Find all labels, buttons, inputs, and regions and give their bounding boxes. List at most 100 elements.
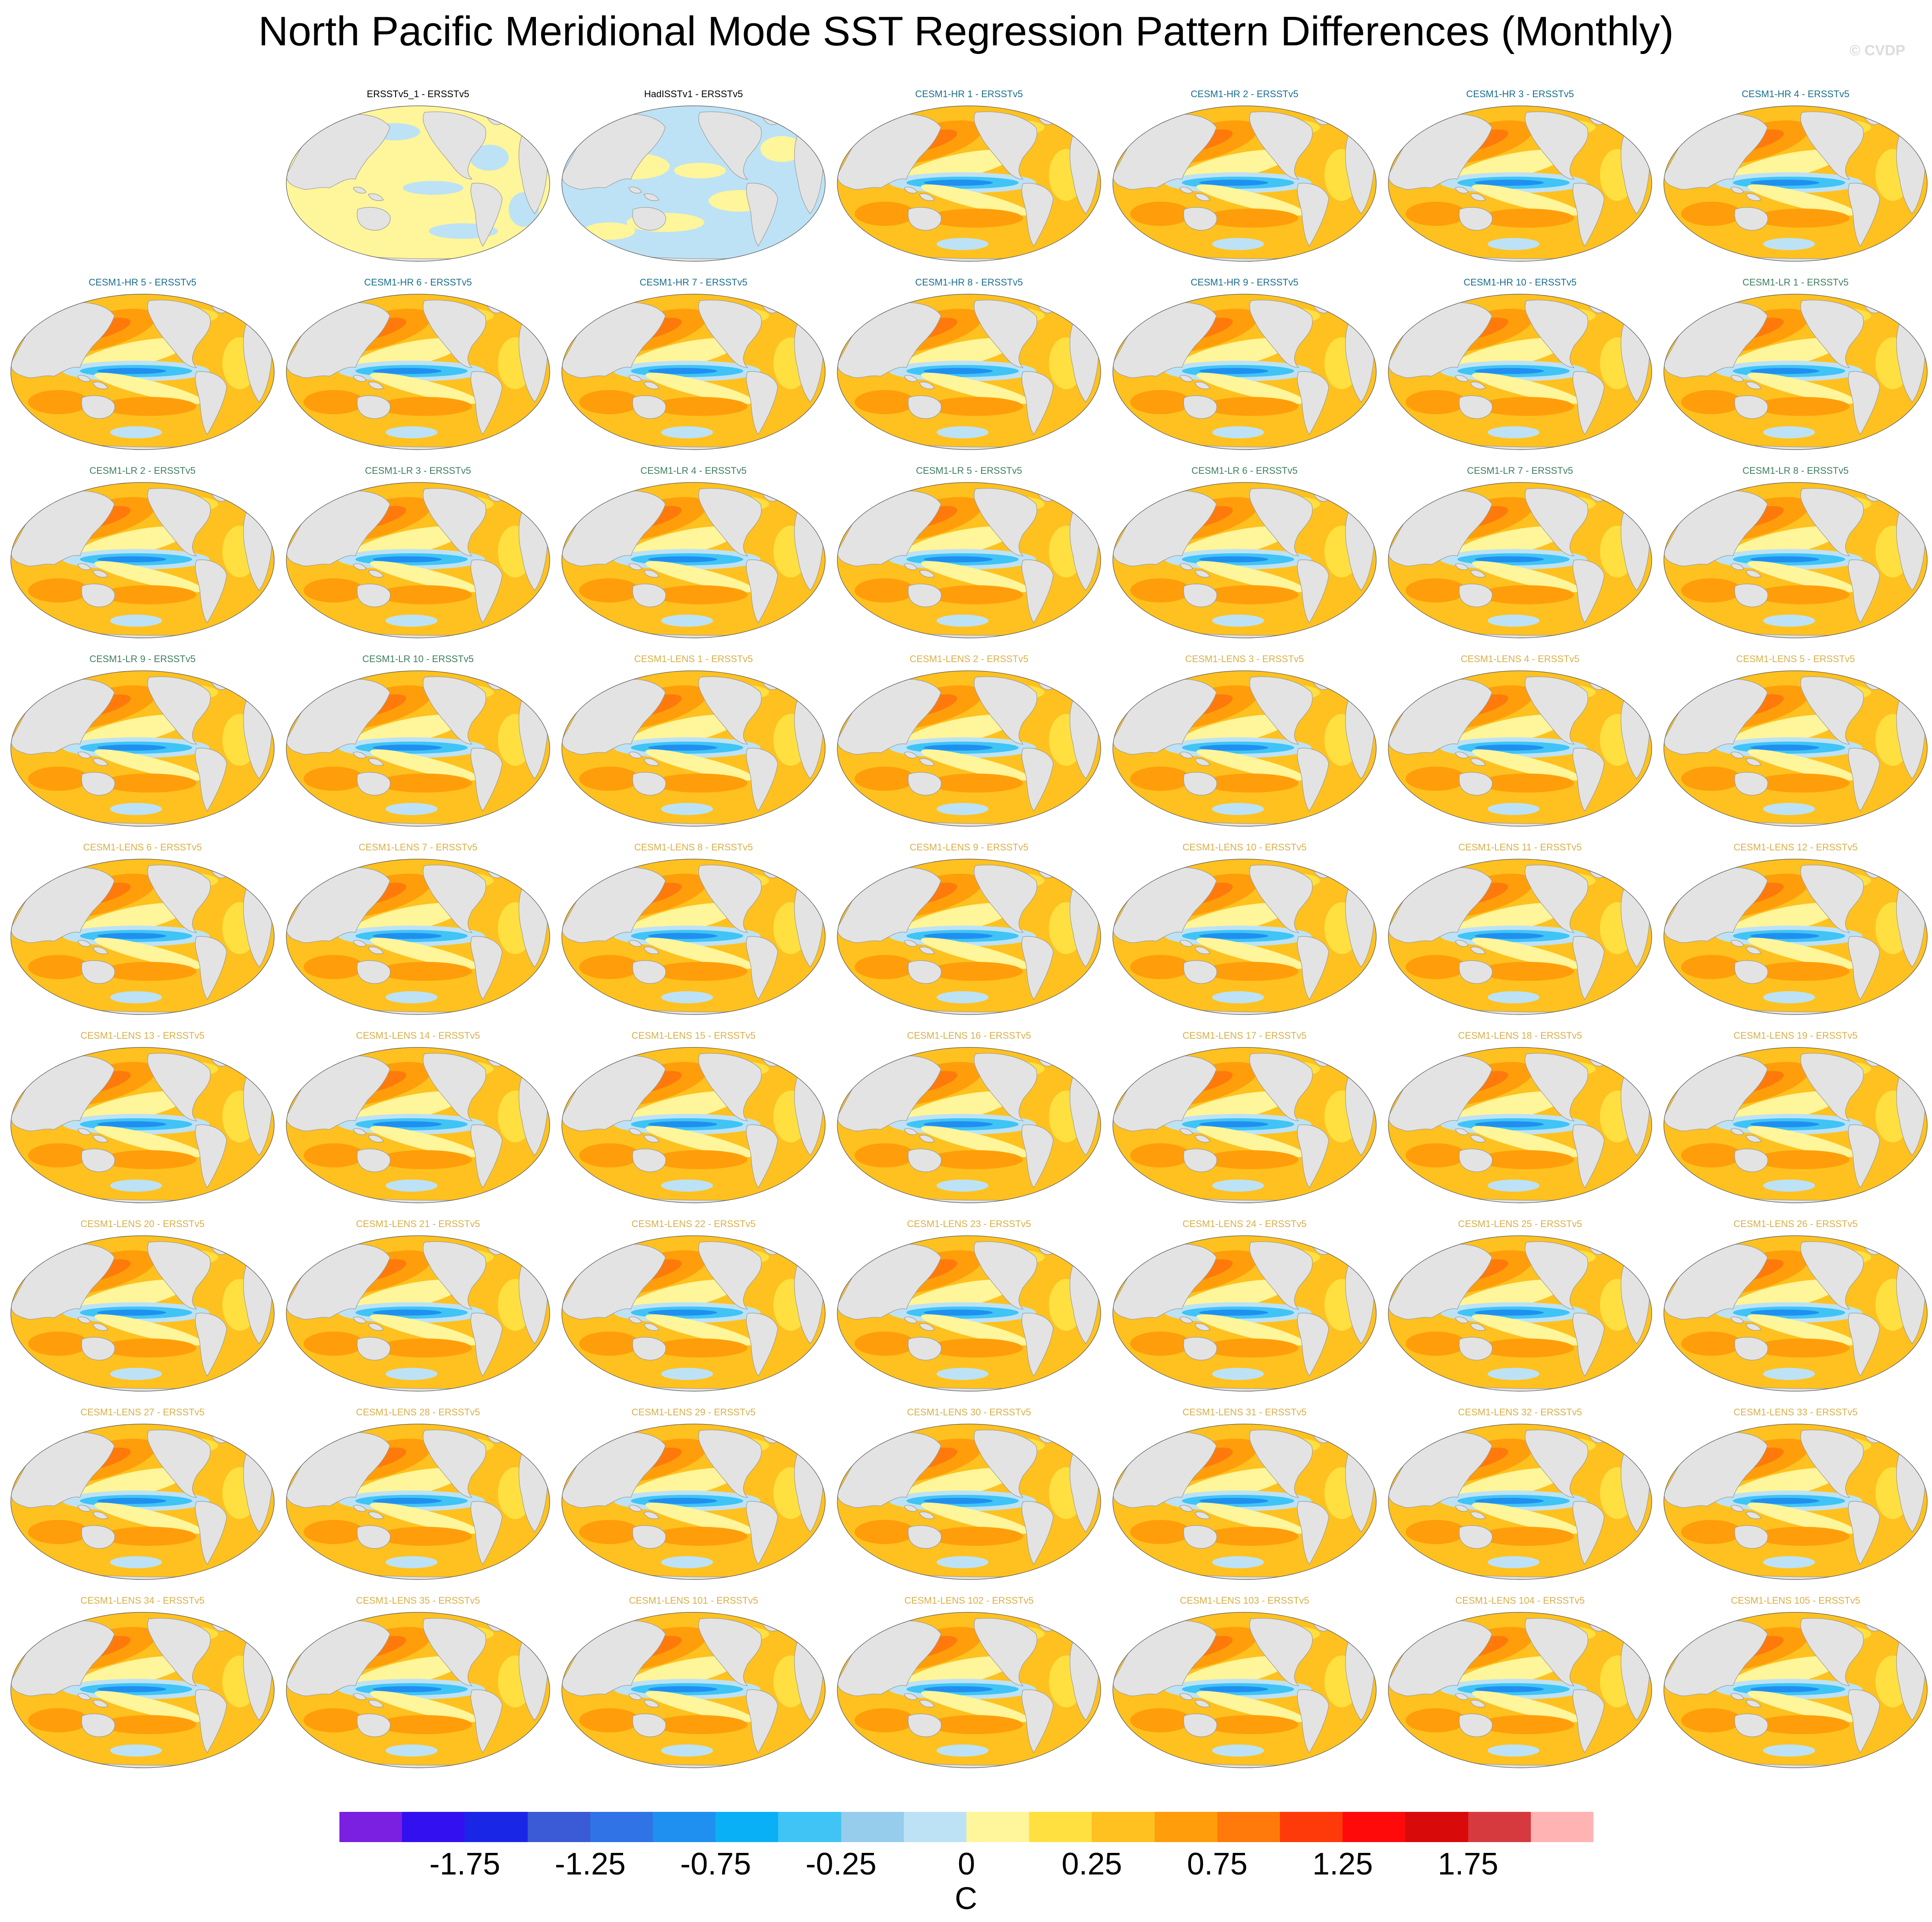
- colorbar-tick-label: -1.75: [429, 1847, 500, 1881]
- panel-title: CESM1-HR 1 - ERSSTv5: [915, 89, 1023, 99]
- map-panel: CESM1-LENS 103 - ERSSTv5: [1109, 1595, 1381, 1776]
- panel-title: CESM1-LENS 30 - ERSSTv5: [907, 1407, 1031, 1418]
- sst-difference-map: [1112, 1235, 1377, 1392]
- sst-difference-map: [1112, 482, 1377, 638]
- sst-difference-map: [561, 1612, 826, 1768]
- map-panel: CESM1-LR 8 - ERSSTv5: [1660, 465, 1932, 647]
- panel-title: CESM1-LENS 15 - ERSSTv5: [631, 1030, 756, 1041]
- map-panel: CESM1-LENS 31 - ERSSTv5: [1109, 1407, 1381, 1588]
- sst-difference-map: [561, 294, 826, 450]
- sst-difference-map: [1663, 1612, 1928, 1768]
- map-panel: CESM1-LENS 12 - ERSSTv5: [1660, 842, 1932, 1023]
- map-panel: CESM1-LENS 104 - ERSSTv5: [1384, 1595, 1656, 1776]
- map-panel: CESM1-LENS 15 - ERSSTv5: [557, 1030, 830, 1212]
- panel-title: CESM1-LR 10 - ERSSTv5: [362, 653, 474, 664]
- panel-title: CESM1-LENS 2 - ERSSTv5: [909, 653, 1029, 664]
- colorbar-swatch: [1280, 1812, 1343, 1842]
- sst-difference-map: [286, 294, 550, 450]
- colorbar-tick-label: -0.25: [805, 1847, 877, 1881]
- sst-difference-map: [286, 1612, 550, 1768]
- map-panel: CESM1-LR 10 - ERSSTv5: [282, 653, 554, 835]
- colorbar-tick-label: 0.25: [1061, 1847, 1122, 1881]
- map-panel: CESM1-HR 10 - ERSSTv5: [1384, 277, 1656, 458]
- sst-difference-map: [286, 482, 550, 638]
- map-panel: CESM1-LENS 21 - ERSSTv5: [282, 1218, 554, 1400]
- panel-title: CESM1-LENS 17 - ERSSTv5: [1182, 1030, 1307, 1041]
- map-panel: CESM1-LENS 6 - ERSSTv5: [6, 842, 279, 1023]
- panel-title: CESM1-LENS 3 - ERSSTv5: [1185, 653, 1304, 664]
- panel-title: CESM1-LENS 11 - ERSSTv5: [1458, 842, 1582, 853]
- panel-title: CESM1-LENS 12 - ERSSTv5: [1733, 842, 1858, 853]
- sst-difference-map: [837, 859, 1101, 1015]
- map-panel: CESM1-LENS 27 - ERSSTv5: [6, 1407, 279, 1588]
- colorbar-tick-label: 1.25: [1312, 1847, 1373, 1881]
- colorbar-tick-label: 1.75: [1438, 1847, 1498, 1881]
- sst-difference-map: [1112, 105, 1377, 262]
- panel-title: CESM1-LENS 16 - ERSSTv5: [907, 1030, 1031, 1041]
- map-panel: CESM1-LR 6 - ERSSTv5: [1109, 465, 1381, 647]
- sst-difference-map: [1112, 294, 1377, 450]
- sst-difference-map: [837, 670, 1101, 827]
- sst-difference-map: [10, 1235, 275, 1392]
- sst-difference-map: [561, 1424, 826, 1580]
- colorbar-swatch: [339, 1812, 402, 1842]
- panel-title: CESM1-HR 2 - ERSSTv5: [1191, 89, 1299, 99]
- colorbar-tick-label: 0.75: [1187, 1847, 1248, 1881]
- sst-difference-map: [837, 482, 1101, 638]
- sst-difference-map: [1112, 1424, 1377, 1580]
- panel-title: CESM1-LR 6 - ERSSTv5: [1191, 465, 1298, 476]
- panel-title: CESM1-LENS 35 - ERSSTv5: [356, 1595, 480, 1606]
- panel-title: CESM1-LENS 8 - ERSSTv5: [634, 842, 753, 853]
- sst-difference-map: [1388, 294, 1652, 450]
- map-panel: CESM1-LENS 30 - ERSSTv5: [833, 1407, 1105, 1588]
- sst-difference-map: [837, 1047, 1101, 1203]
- panel-title: CESM1-LENS 34 - ERSSTv5: [80, 1595, 205, 1606]
- map-panel: CESM1-LENS 4 - ERSSTv5: [1384, 653, 1656, 835]
- colorbar-swatch: [653, 1812, 716, 1842]
- sst-difference-map: [10, 1047, 275, 1203]
- sst-difference-map: [1112, 1047, 1377, 1203]
- sst-difference-map: [561, 859, 826, 1015]
- panel-title: CESM1-LENS 105 - ERSSTv5: [1731, 1595, 1860, 1606]
- sst-difference-map: [561, 1235, 826, 1392]
- map-panel: CESM1-LENS 102 - ERSSTv5: [833, 1595, 1105, 1776]
- colorbar-swatch: [1343, 1812, 1406, 1842]
- colorbar-swatch: [778, 1812, 841, 1842]
- panel-title: CESM1-LENS 103 - ERSSTv5: [1180, 1595, 1309, 1606]
- panel-title: CESM1-LENS 33 - ERSSTv5: [1733, 1407, 1858, 1418]
- sst-difference-map: [837, 1612, 1101, 1768]
- sst-difference-map: [1663, 1235, 1928, 1392]
- sst-difference-map: [1388, 859, 1652, 1015]
- sst-difference-map: [286, 1235, 550, 1392]
- panel-title: CESM1-LENS 101 - ERSSTv5: [629, 1595, 758, 1606]
- sst-difference-map: [10, 294, 275, 450]
- panel-title: CESM1-HR 4 - ERSSTv5: [1742, 89, 1850, 99]
- panel-title: CESM1-LR 8 - ERSSTv5: [1742, 465, 1849, 476]
- colorbar-swatch: [716, 1812, 779, 1842]
- map-panel: CESM1-LENS 32 - ERSSTv5: [1384, 1407, 1656, 1588]
- sst-difference-map: [1663, 1047, 1928, 1203]
- colorbar-swatch: [590, 1812, 653, 1842]
- map-panel: CESM1-LENS 29 - ERSSTv5: [557, 1407, 830, 1588]
- map-panel: CESM1-LR 3 - ERSSTv5: [282, 465, 554, 647]
- map-panel: CESM1-LENS 33 - ERSSTv5: [1660, 1407, 1932, 1588]
- panel-title: CESM1-LENS 102 - ERSSTv5: [904, 1595, 1034, 1606]
- map-panel: CESM1-LENS 16 - ERSSTv5: [833, 1030, 1105, 1212]
- panel-title: CESM1-LENS 22 - ERSSTv5: [631, 1218, 756, 1229]
- sst-difference-map: [837, 105, 1101, 262]
- map-panel: CESM1-LENS 17 - ERSSTv5: [1109, 1030, 1381, 1212]
- map-panel: CESM1-LENS 3 - ERSSTv5: [1109, 653, 1381, 835]
- colorbar-swatch: [465, 1812, 528, 1842]
- panel-title: CESM1-LENS 24 - ERSSTv5: [1182, 1218, 1307, 1229]
- map-panel: CESM1-HR 3 - ERSSTv5: [1384, 89, 1656, 270]
- colorbar-swatch: [1217, 1812, 1280, 1842]
- panel-title: CESM1-LR 4 - ERSSTv5: [640, 465, 747, 476]
- sst-difference-map: [837, 1235, 1101, 1392]
- sst-difference-map: [286, 105, 550, 262]
- sst-difference-map: [10, 859, 275, 1015]
- panel-title: HadISSTv1 - ERSSTv5: [644, 89, 743, 99]
- panel-title: CESM1-LENS 7 - ERSSTv5: [358, 842, 478, 853]
- sst-difference-map: [1112, 859, 1377, 1015]
- sst-difference-map: [1388, 1047, 1652, 1203]
